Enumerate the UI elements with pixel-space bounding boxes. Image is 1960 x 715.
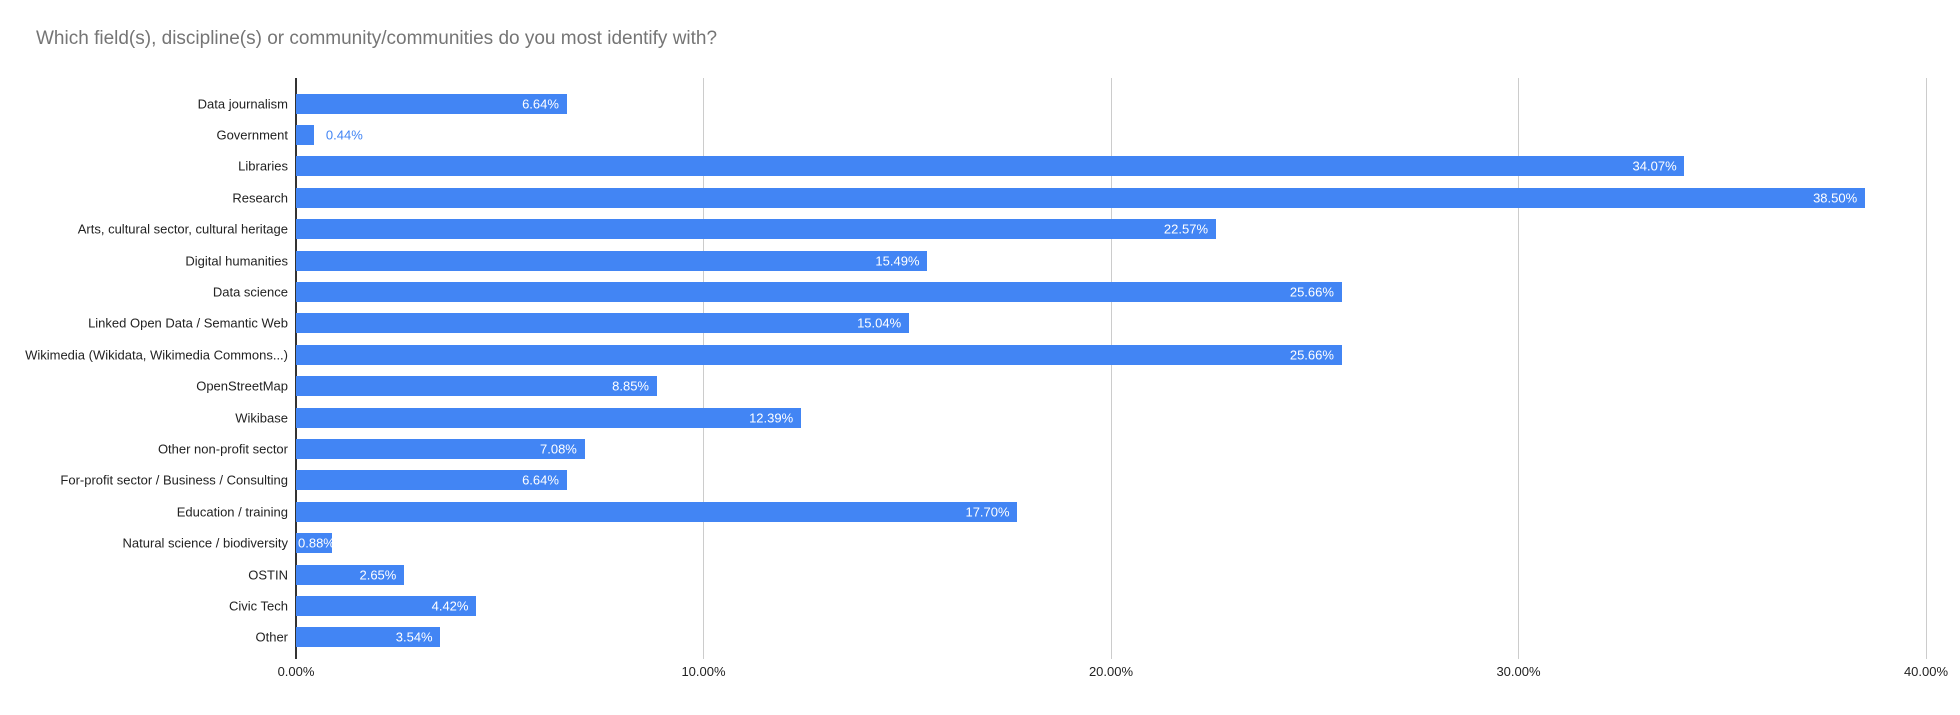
category-label: Data journalism [197, 96, 288, 111]
value-label: 38.50% [1813, 190, 1858, 206]
category-label: Natural science / biodiversity [122, 535, 288, 551]
value-label: 3.54% [395, 629, 433, 645]
category-label: Research [232, 190, 288, 206]
value-label: 15.04% [857, 315, 902, 331]
chart-title: Which field(s), discipline(s) or communi… [36, 28, 718, 49]
axis-baseline [295, 78, 297, 659]
value-label: 25.66% [1289, 347, 1334, 363]
axis-tick-label: 20.00% [1088, 664, 1134, 679]
bar[interactable] [296, 595, 477, 616]
value-label: 0.88% [298, 535, 335, 551]
axis-tick-label: 30.00% [1496, 664, 1541, 679]
bar[interactable] [296, 407, 801, 428]
category-label: Libraries [238, 158, 288, 174]
value-label: 8.85% [612, 378, 649, 394]
bar[interactable] [296, 124, 314, 145]
bar[interactable] [296, 281, 1342, 302]
category-label: Other non-profit sector [157, 441, 288, 457]
bar[interactable] [296, 564, 404, 585]
bar[interactable] [296, 187, 1865, 208]
value-label: 17.70% [965, 504, 1010, 520]
bar[interactable] [296, 156, 1685, 177]
axis-tick-label: 0.00% [277, 664, 315, 679]
value-label: 0.44% [325, 127, 363, 143]
category-label: OSTIN [248, 567, 288, 582]
bar[interactable] [296, 313, 909, 334]
category-label: Civic Tech [228, 598, 288, 614]
value-label: 2.65% [359, 567, 397, 582]
category-label: For-profit sector / Business / Consultin… [60, 472, 288, 488]
bar[interactable] [296, 250, 928, 271]
bar[interactable] [296, 344, 1342, 365]
category-label: Digital humanities [185, 253, 288, 268]
category-label: Arts, cultural sector, cultural heritage [77, 221, 288, 237]
value-label: 22.57% [1163, 221, 1209, 237]
value-label: 6.64% [522, 96, 559, 111]
value-label: 34.07% [1632, 158, 1677, 174]
bar[interactable] [296, 219, 1216, 240]
category-label: OpenStreetMap [196, 378, 288, 394]
bar[interactable] [296, 501, 1018, 522]
bar[interactable] [296, 533, 332, 554]
category-label: Other [255, 629, 288, 645]
bar[interactable] [296, 627, 441, 648]
gridline [1110, 78, 1112, 659]
axis-tick-label: 10.00% [681, 664, 726, 679]
category-label: Wikibase [235, 410, 288, 425]
value-label: 7.08% [540, 441, 577, 457]
value-label: 15.49% [875, 253, 920, 268]
bar[interactable] [296, 93, 567, 114]
gridline [1518, 78, 1519, 659]
value-label: 12.39% [749, 410, 794, 425]
axis-tick-label: 40.00% [1903, 664, 1949, 679]
bar[interactable] [296, 438, 585, 459]
value-label: 6.64% [522, 472, 559, 488]
category-label: Education / training [176, 504, 288, 520]
gridline [703, 78, 704, 659]
value-label: 25.66% [1289, 284, 1334, 300]
value-label: 4.42% [431, 598, 469, 614]
category-label: Data science [212, 284, 288, 300]
category-label: Government [216, 127, 288, 143]
bar[interactable] [296, 470, 567, 491]
category-label: Linked Open Data / Semantic Web [88, 315, 288, 331]
bar[interactable] [296, 376, 657, 397]
gridline [1925, 78, 1927, 659]
category-label: Wikimedia (Wikidata, Wikimedia Commons..… [25, 347, 288, 363]
